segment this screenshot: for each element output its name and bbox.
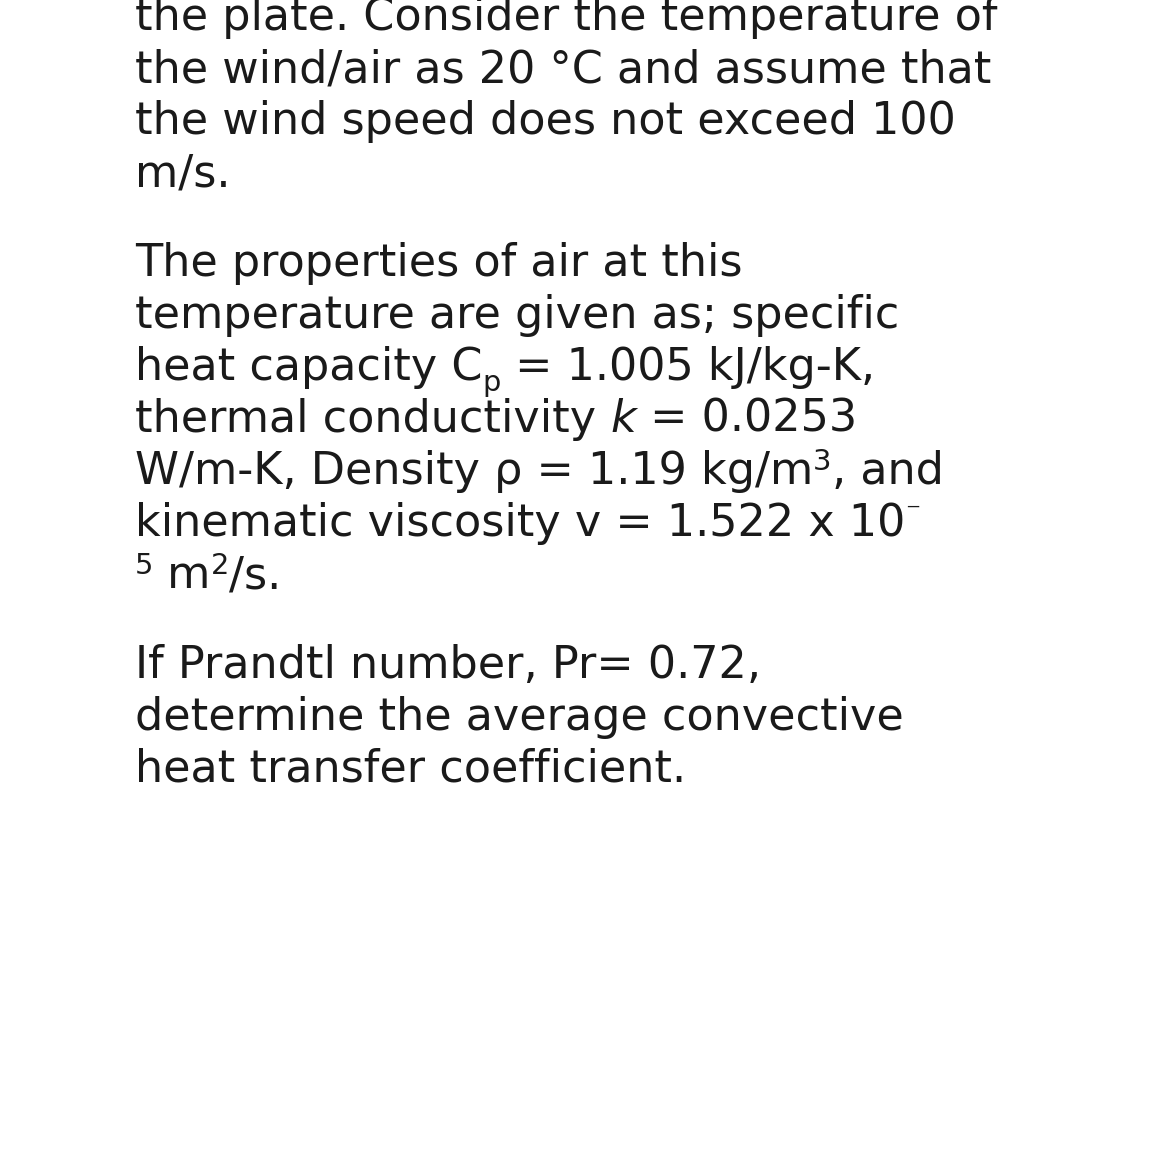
- Text: thermal conductivity: thermal conductivity: [135, 398, 611, 442]
- Text: determine the average convective: determine the average convective: [135, 697, 903, 739]
- Text: heat transfer coefficient.: heat transfer coefficient.: [135, 748, 686, 790]
- Text: temperature are given as; specific: temperature are given as; specific: [135, 294, 900, 337]
- Text: ⁻: ⁻: [906, 500, 921, 527]
- Text: , and: , and: [832, 450, 944, 493]
- Text: If Prandtl number, Pr= 0.72,: If Prandtl number, Pr= 0.72,: [135, 644, 762, 687]
- Text: 2: 2: [211, 552, 229, 580]
- Text: kinematic viscosity v = 1.522 x 10: kinematic viscosity v = 1.522 x 10: [135, 502, 906, 545]
- Text: p: p: [482, 370, 501, 398]
- Text: the wind speed does not exceed 100: the wind speed does not exceed 100: [135, 100, 956, 143]
- Text: the plate. Consider the temperature of: the plate. Consider the temperature of: [135, 0, 998, 39]
- Text: heat capacity C: heat capacity C: [135, 347, 482, 389]
- Text: /s.: /s.: [229, 554, 281, 597]
- Text: 3: 3: [813, 447, 832, 475]
- Text: k: k: [611, 398, 636, 442]
- Text: W/m-K, Density ρ = 1.19 kg/m: W/m-K, Density ρ = 1.19 kg/m: [135, 450, 813, 493]
- Text: m: m: [153, 554, 211, 597]
- Text: The properties of air at this: The properties of air at this: [135, 242, 743, 285]
- Text: m/s.: m/s.: [135, 152, 230, 195]
- Text: the wind/air as 20 °C and assume that: the wind/air as 20 °C and assume that: [135, 48, 991, 92]
- Text: = 1.005 kJ/kg-K,: = 1.005 kJ/kg-K,: [501, 347, 875, 389]
- Text: 5: 5: [135, 552, 153, 580]
- Text: = 0.0253: = 0.0253: [636, 398, 858, 442]
